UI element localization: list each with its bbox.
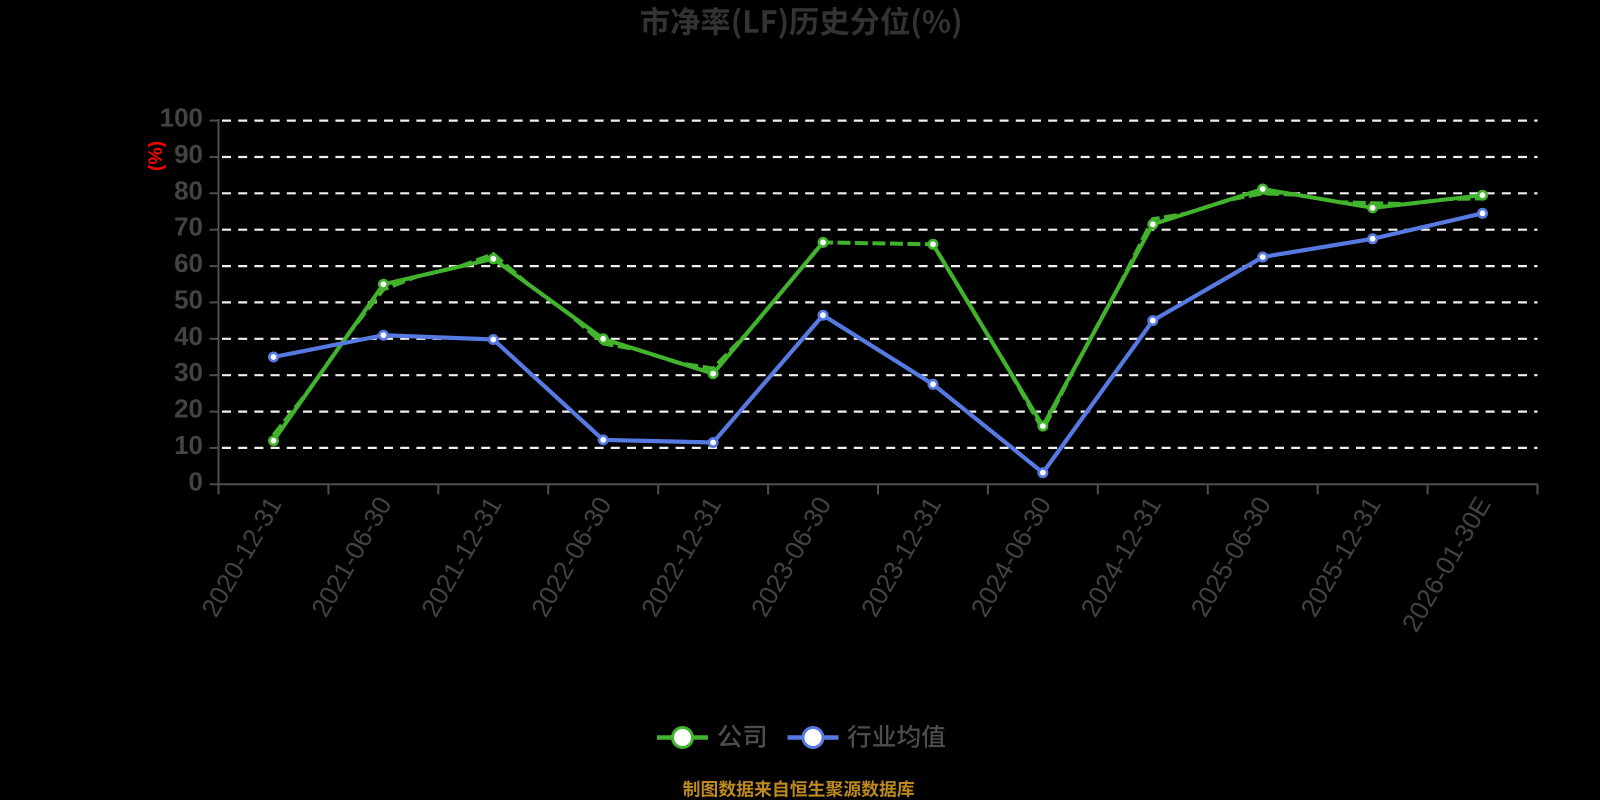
svg-text:2025-06-30: 2025-06-30 — [1184, 492, 1276, 622]
svg-text:2020-12-31: 2020-12-31 — [195, 492, 287, 622]
svg-text:10: 10 — [174, 430, 203, 460]
svg-text:2025-12-31: 2025-12-31 — [1294, 492, 1386, 622]
svg-text:2023-12-31: 2023-12-31 — [855, 492, 947, 622]
svg-text:90: 90 — [174, 139, 203, 169]
svg-text:2021-12-31: 2021-12-31 — [415, 492, 507, 622]
svg-text:0: 0 — [189, 466, 203, 496]
svg-text:100: 100 — [160, 103, 203, 133]
svg-text:2022-12-31: 2022-12-31 — [635, 492, 727, 622]
svg-text:70: 70 — [174, 212, 203, 242]
svg-text:60: 60 — [174, 248, 203, 278]
svg-text:2023-06-30: 2023-06-30 — [745, 492, 837, 622]
svg-text:2026-01-30E: 2026-01-30E — [1396, 492, 1497, 637]
svg-text:30: 30 — [174, 357, 203, 387]
svg-text:(%): (%) — [145, 141, 167, 171]
svg-text:50: 50 — [174, 284, 203, 314]
svg-text:2022-06-30: 2022-06-30 — [525, 492, 617, 622]
svg-text:2024-06-30: 2024-06-30 — [965, 492, 1057, 622]
svg-text:40: 40 — [174, 321, 203, 351]
svg-text:20: 20 — [174, 394, 203, 424]
svg-text:80: 80 — [174, 175, 203, 205]
svg-text:2024-12-31: 2024-12-31 — [1075, 492, 1167, 622]
svg-text:2021-06-30: 2021-06-30 — [305, 492, 397, 622]
